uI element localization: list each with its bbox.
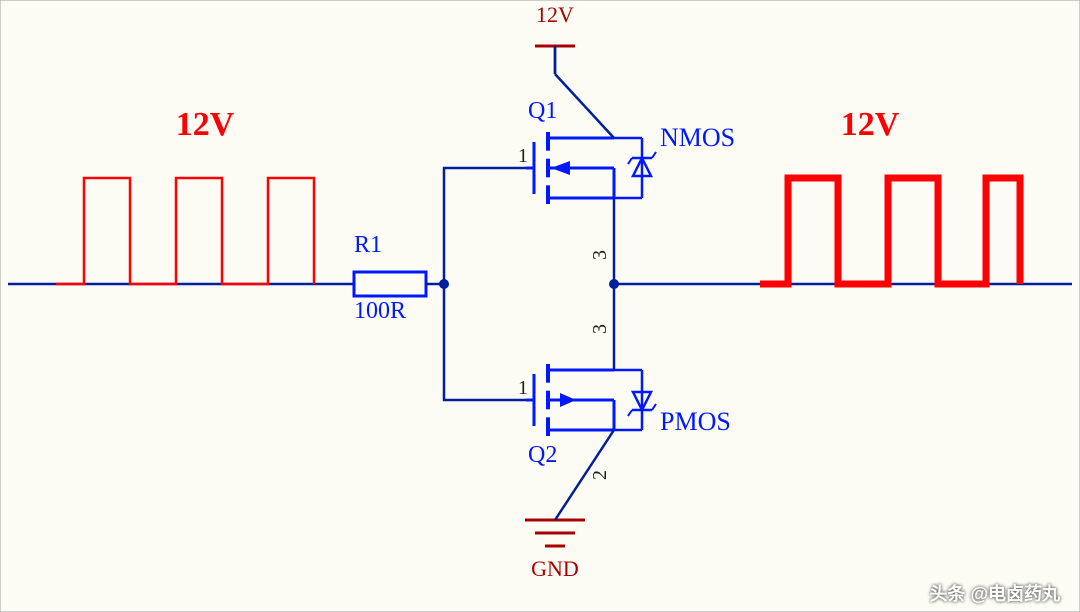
pin-number: 3 xyxy=(589,324,611,334)
mosfet-type: PMOS xyxy=(660,407,731,436)
schematic-canvas: 12V GND R1 100R Q1 NMOS Q2 PMOS 1 3 1 3 2 12V 12V xyxy=(0,0,1080,612)
watermark-text: 头条 @电卤药丸 xyxy=(929,580,1060,606)
mosfet-ref: Q2 xyxy=(528,442,557,468)
ground-label: GND xyxy=(531,556,579,581)
resistor-value: 100R xyxy=(354,298,406,324)
pin-number: 1 xyxy=(518,377,528,399)
mosfet-type: NMOS xyxy=(660,123,735,152)
input-wave-label: 12V xyxy=(176,106,235,143)
pin-number: 2 xyxy=(589,470,611,480)
resistor-ref: R1 xyxy=(354,232,382,258)
mosfet-ref: Q1 xyxy=(528,98,557,124)
pin-number: 1 xyxy=(518,145,528,167)
power-rail-label: 12V xyxy=(536,2,574,27)
pin-number: 3 xyxy=(589,250,611,260)
output-wave-label: 12V xyxy=(841,106,900,143)
